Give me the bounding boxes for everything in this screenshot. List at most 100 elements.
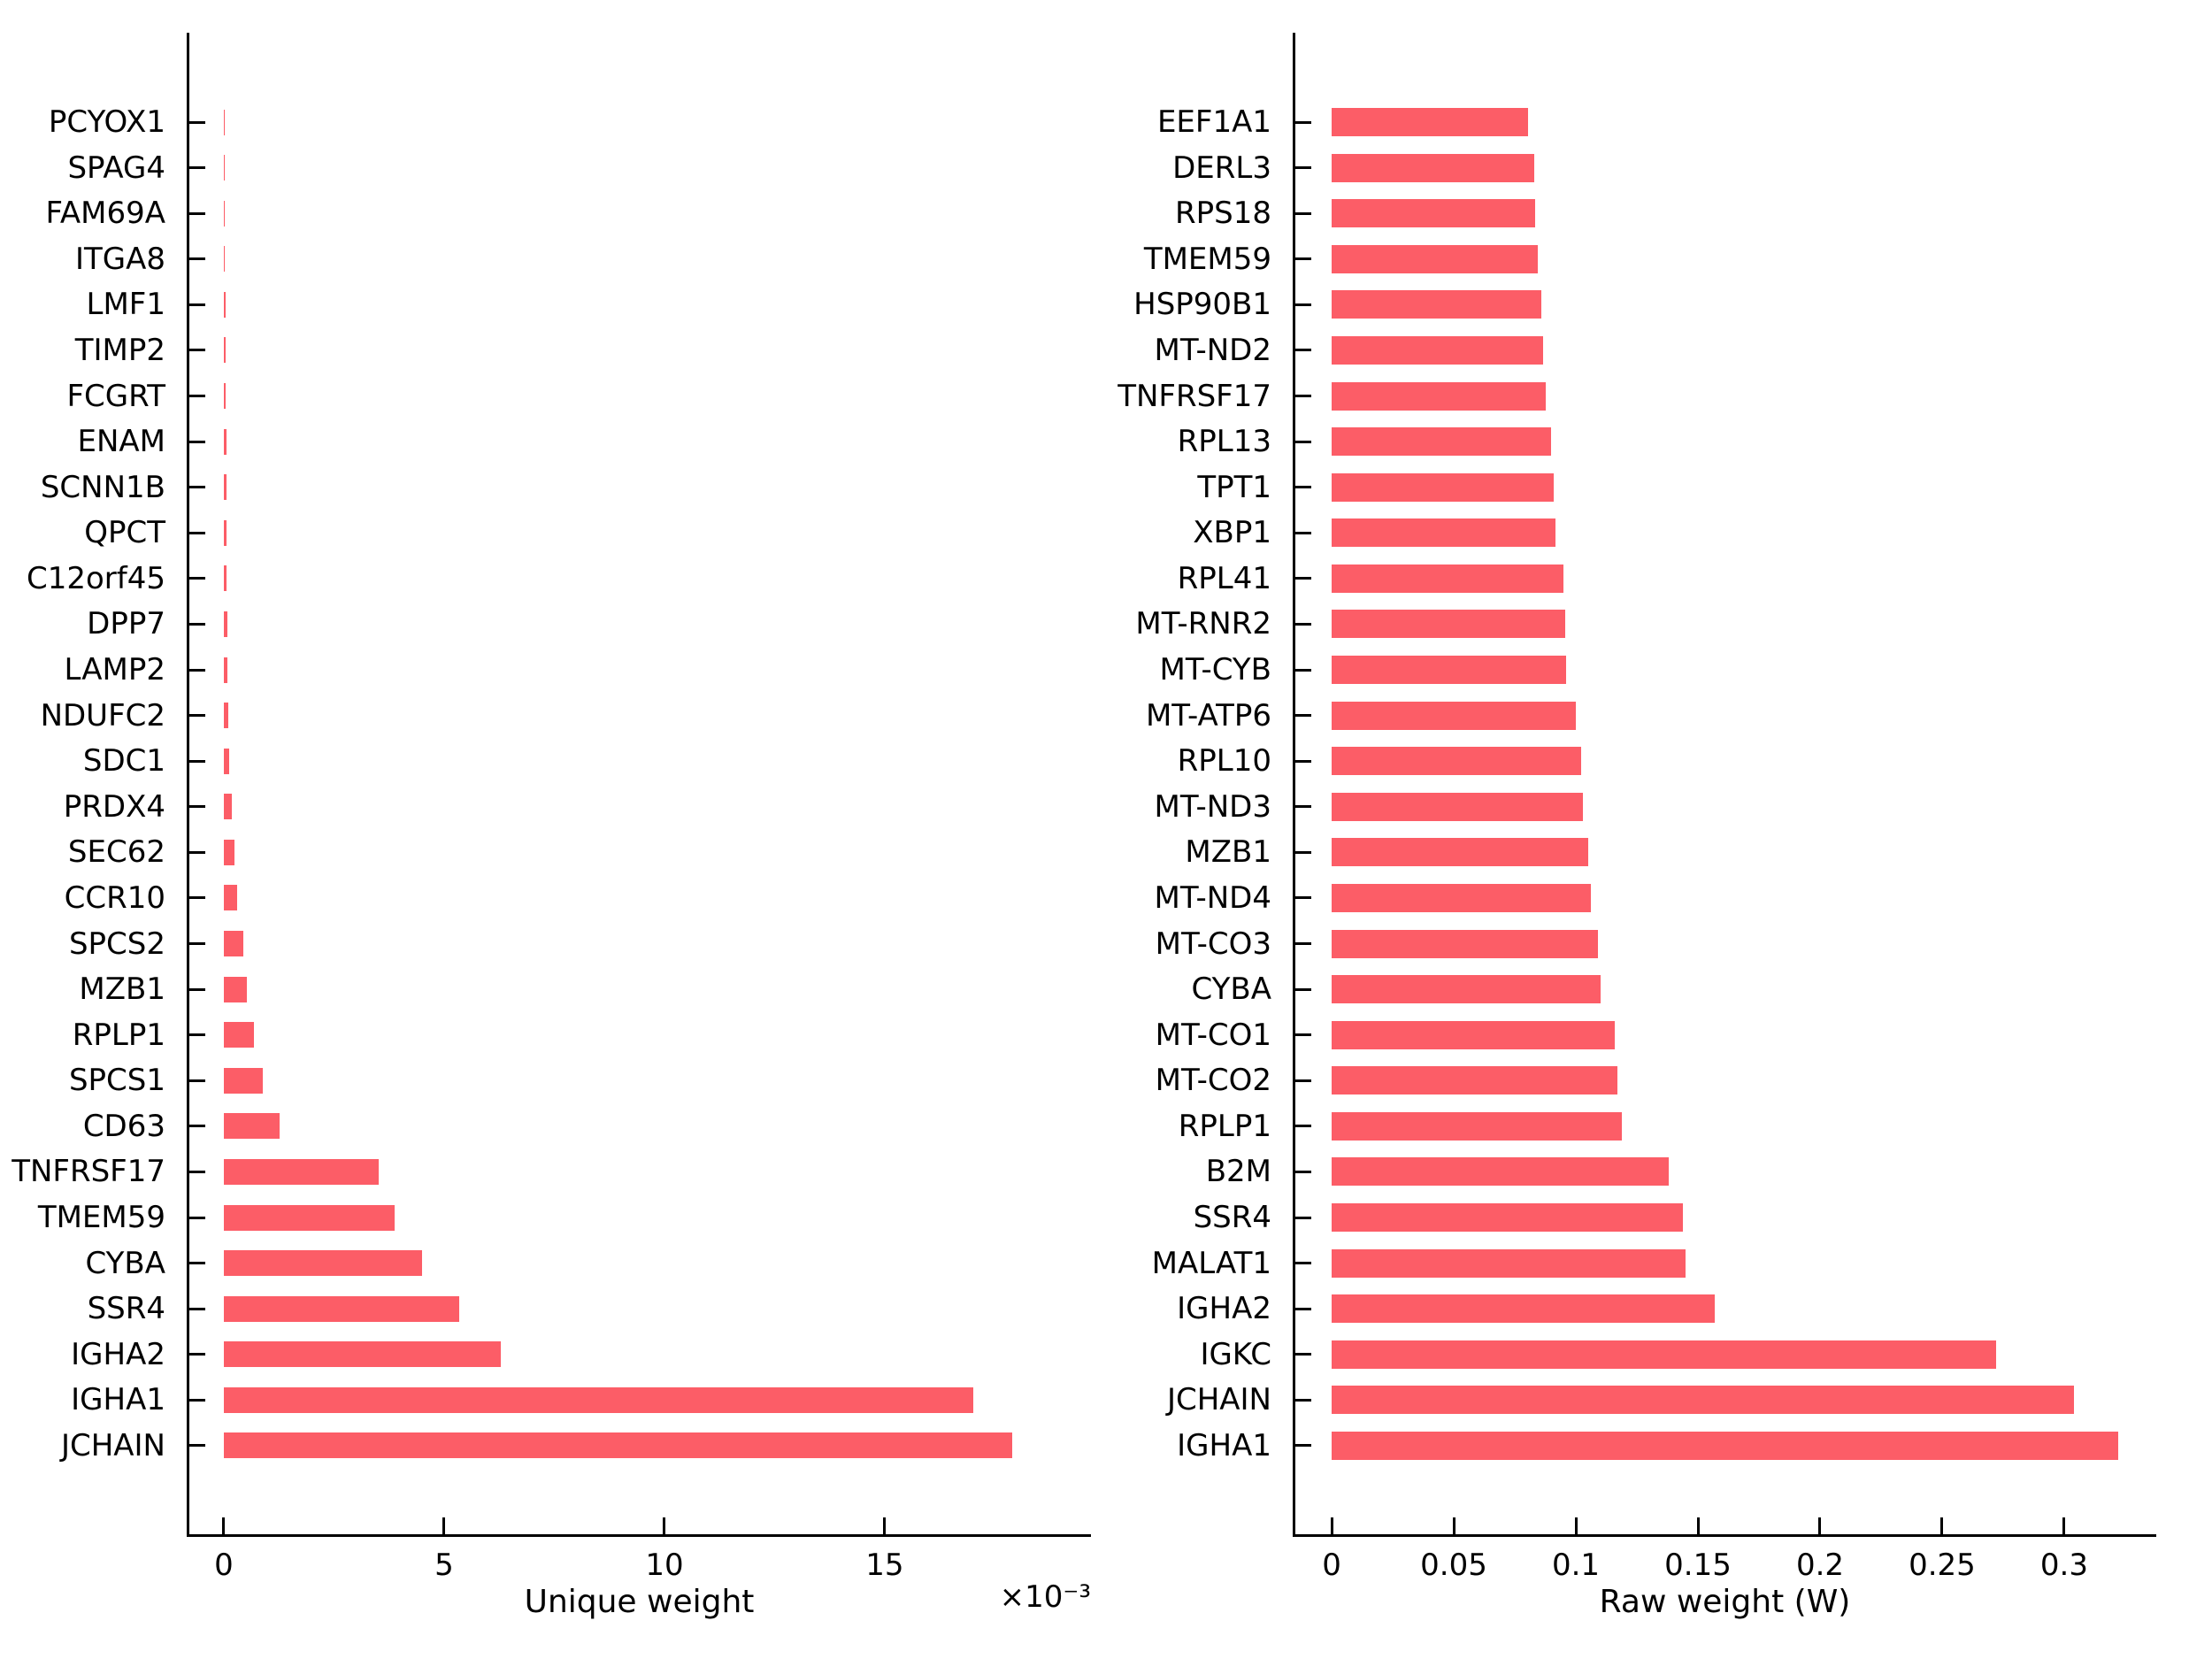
bar-rplp1 [1332, 1111, 1623, 1141]
y-tick-mark [1294, 211, 1311, 215]
y-tick-label-igha1: IGHA1 [71, 1382, 165, 1418]
bar-b2m [1332, 1157, 1669, 1187]
y-tick-mark [1294, 1307, 1311, 1310]
y-tick-label-itga8: ITGA8 [74, 241, 165, 277]
bar-igkc [1332, 1340, 1996, 1369]
bar-qpct [223, 519, 227, 546]
y-tick-label-sdc1: SDC1 [82, 743, 165, 780]
bar-c12orf45 [223, 565, 227, 592]
y-tick-label-timp2: TIMP2 [74, 332, 165, 368]
y-tick-mark [1294, 622, 1311, 626]
y-tick-mark [188, 805, 205, 809]
y-tick-mark [188, 1033, 205, 1037]
y-tick-label-spag4: SPAG4 [67, 150, 165, 186]
bar-sdc1 [223, 748, 230, 774]
x-tick-mark [442, 1517, 446, 1535]
x-tick-label: 10 [645, 1548, 684, 1583]
y-tick-label-mzb1: MZB1 [1185, 834, 1271, 871]
bar-xbp1 [1332, 518, 1555, 548]
bar-tnfrsf17 [1332, 381, 1546, 411]
y-axis-spine [186, 33, 189, 1537]
y-tick-mark [188, 120, 205, 124]
bar-enam [223, 428, 227, 455]
bar-ssr4 [1332, 1203, 1684, 1233]
bar-mt-co3 [1332, 929, 1598, 958]
x-tick-label: 0.1 [1551, 1548, 1601, 1583]
x-tick-label: 0 [214, 1548, 234, 1583]
y-tick-mark [1294, 577, 1311, 580]
x-tick-label: 5 [434, 1548, 454, 1583]
bar-ndufc2 [223, 703, 228, 729]
x-tick-mark [222, 1517, 226, 1535]
y-tick-label-sec62: SEC62 [67, 834, 165, 871]
y-tick-label-mt-cyb: MT-CYB [1159, 652, 1272, 688]
y-tick-mark [188, 759, 205, 763]
bar-mt-nd4 [1332, 883, 1591, 912]
y-tick-mark [188, 211, 205, 215]
bar-scnn1b [223, 474, 227, 501]
y-tick-mark [1294, 395, 1311, 398]
x-tick-label: 0.15 [1664, 1548, 1732, 1583]
y-tick-mark [188, 531, 205, 534]
y-tick-label-fcgrt: FCGRT [66, 378, 165, 414]
y-axis-spine [1292, 33, 1295, 1537]
y-tick-label-igha2: IGHA2 [71, 1336, 165, 1372]
x-tick-label: 0.3 [2039, 1548, 2088, 1583]
y-tick-label-jchain: JCHAIN [60, 1427, 165, 1463]
y-tick-mark [1294, 486, 1311, 489]
bar-ccr10 [223, 885, 237, 911]
y-tick-mark [188, 896, 205, 900]
bar-hsp90b1 [1332, 290, 1541, 319]
y-tick-label-mt-co3: MT-CO3 [1155, 926, 1271, 962]
bar-malat1 [1332, 1248, 1686, 1278]
y-tick-mark [188, 303, 205, 306]
y-tick-label-tnfrsf17: TNFRSF17 [12, 1154, 165, 1190]
bar-rplp1 [223, 1022, 254, 1048]
y-tick-mark [188, 987, 205, 991]
bar-cyba [1332, 975, 1601, 1004]
y-tick-mark [1294, 1079, 1311, 1082]
bar-sec62 [223, 839, 235, 865]
y-tick-label-spcs2: SPCS2 [68, 926, 165, 962]
bar-timp2 [223, 337, 227, 364]
y-tick-mark [1294, 257, 1311, 261]
bar-pcyox1 [223, 109, 225, 135]
y-tick-label-qpct: QPCT [84, 515, 165, 551]
bar-mt-cyb [1332, 656, 1566, 685]
y-tick-mark [188, 166, 205, 170]
bar-igha1 [1332, 1431, 2118, 1460]
y-tick-mark [1294, 1262, 1311, 1265]
y-tick-label-ccr10: CCR10 [64, 879, 165, 916]
y-tick-label-eef1a1: EEF1A1 [1156, 104, 1271, 140]
bar-tpt1 [1332, 472, 1555, 502]
y-tick-label-cyba: CYBA [85, 1245, 166, 1281]
y-tick-mark [188, 349, 205, 352]
y-tick-mark [1294, 440, 1311, 443]
bar-fam69a [223, 200, 226, 227]
bar-eef1a1 [1332, 108, 1529, 136]
y-tick-mark [1294, 668, 1311, 672]
bar-jchain [1332, 1386, 2074, 1415]
y-tick-label-mt-co2: MT-CO2 [1155, 1063, 1271, 1099]
y-tick-mark [188, 1444, 205, 1448]
y-tick-mark [1294, 1353, 1311, 1356]
y-tick-mark [188, 1170, 205, 1173]
y-tick-label-scnn1b: SCNN1B [40, 469, 165, 505]
x-tick-mark [1696, 1517, 1700, 1535]
y-tick-label-enam: ENAM [77, 424, 165, 460]
y-tick-mark [188, 577, 205, 580]
y-tick-label-mt-nd4: MT-ND4 [1154, 879, 1272, 916]
y-tick-label-derl3: DERL3 [1172, 150, 1271, 186]
bar-mt-co1 [1332, 1020, 1616, 1049]
y-tick-mark [1294, 1125, 1311, 1128]
y-tick-mark [1294, 1398, 1311, 1402]
bar-igha1 [223, 1386, 973, 1413]
y-tick-mark [1294, 1216, 1311, 1219]
y-tick-mark [1294, 531, 1311, 534]
y-tick-mark [1294, 120, 1311, 124]
y-tick-label-igha1: IGHA1 [1177, 1427, 1271, 1463]
y-tick-label-dpp7: DPP7 [87, 606, 165, 642]
y-tick-label-tmem59: TMEM59 [37, 1200, 165, 1236]
y-tick-mark [1294, 942, 1311, 946]
